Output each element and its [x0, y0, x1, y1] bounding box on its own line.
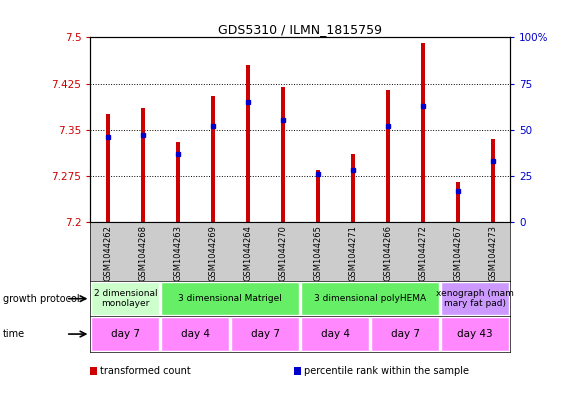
Text: day 7: day 7: [251, 329, 280, 339]
Bar: [301, 318, 369, 351]
Bar: [315, 170, 320, 222]
Text: GSM1044268: GSM1044268: [138, 225, 147, 281]
Text: day 7: day 7: [111, 329, 140, 339]
Text: xenograph (mam
mary fat pad): xenograph (mam mary fat pad): [436, 289, 514, 309]
Text: day 4: day 4: [181, 329, 210, 339]
Bar: [371, 318, 439, 351]
Bar: [161, 318, 229, 351]
Bar: [280, 86, 285, 222]
Bar: [441, 318, 509, 351]
Bar: [106, 114, 110, 222]
Text: GSM1044265: GSM1044265: [313, 225, 322, 281]
Text: GSM1044270: GSM1044270: [278, 225, 287, 281]
Bar: [141, 108, 145, 222]
Bar: [420, 44, 425, 222]
Text: GSM1044262: GSM1044262: [103, 225, 113, 281]
Bar: [441, 282, 509, 315]
Text: GSM1044266: GSM1044266: [383, 225, 392, 281]
Text: 3 dimensional Matrigel: 3 dimensional Matrigel: [178, 294, 282, 303]
Bar: [175, 142, 180, 222]
Text: day 7: day 7: [391, 329, 420, 339]
Bar: [92, 318, 159, 351]
Text: GSM1044269: GSM1044269: [208, 225, 217, 281]
Text: 2 dimensional
monolayer: 2 dimensional monolayer: [93, 289, 157, 309]
Text: GSM1044272: GSM1044272: [418, 225, 427, 281]
Bar: [385, 90, 390, 222]
Bar: [301, 282, 439, 315]
Text: percentile rank within the sample: percentile rank within the sample: [304, 366, 469, 376]
Text: day 43: day 43: [457, 329, 493, 339]
Text: GSM1044273: GSM1044273: [488, 225, 497, 281]
Text: GSM1044263: GSM1044263: [173, 225, 182, 281]
Title: GDS5310 / ILMN_1815759: GDS5310 / ILMN_1815759: [218, 23, 382, 36]
Text: time: time: [3, 329, 25, 339]
Text: day 4: day 4: [321, 329, 350, 339]
Bar: [490, 139, 495, 222]
Bar: [245, 65, 250, 222]
Bar: [455, 182, 460, 222]
Bar: [92, 282, 159, 315]
Text: 3 dimensional polyHEMA: 3 dimensional polyHEMA: [314, 294, 426, 303]
Text: growth protocol: growth protocol: [3, 294, 79, 304]
Text: GSM1044271: GSM1044271: [348, 225, 357, 281]
Text: GSM1044267: GSM1044267: [453, 225, 462, 281]
Text: GSM1044264: GSM1044264: [243, 225, 252, 281]
Text: transformed count: transformed count: [100, 366, 191, 376]
Bar: [350, 154, 355, 222]
Bar: [231, 318, 299, 351]
Bar: [210, 96, 215, 222]
Bar: [161, 282, 299, 315]
